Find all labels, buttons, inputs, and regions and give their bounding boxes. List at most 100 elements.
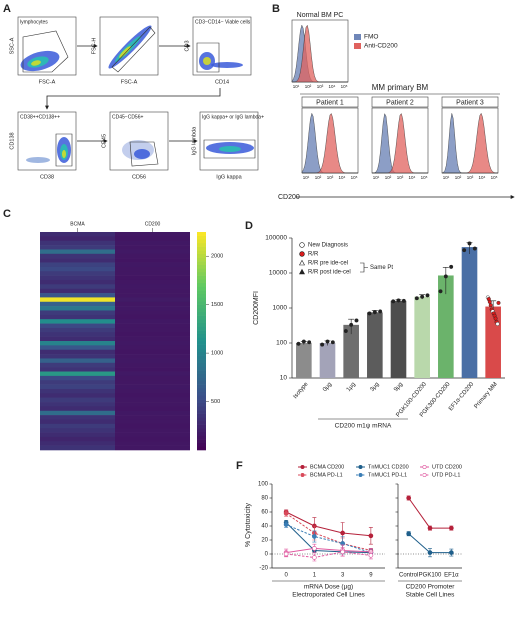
x-tick-label: 10⁵: [351, 175, 358, 180]
x-tick-label: 10³: [327, 175, 334, 180]
x-tick-label: 9: [369, 573, 373, 579]
heatmap-cell: [40, 301, 115, 307]
heatmap-cell: [40, 232, 115, 237]
x-tick-label: 10³: [317, 84, 324, 89]
data-point: [340, 549, 345, 555]
data-point: [438, 289, 443, 294]
x-tick-label: 10⁴: [339, 175, 346, 180]
gate-title: CD38++CD138++: [20, 114, 60, 120]
data-point: [427, 525, 433, 531]
colorbar-segment: [197, 232, 206, 236]
colorbar-segment: [197, 362, 206, 367]
x-axis-label: Stable Cell Lines: [406, 592, 456, 599]
colorbar-segment: [197, 282, 206, 287]
colorbar-segment: [197, 431, 206, 436]
data-point: [330, 340, 335, 345]
heatmap-cell: [115, 436, 190, 442]
gate-title: CD3−CD14− Viable cells: [195, 19, 251, 25]
colorbar-segment: [197, 435, 206, 440]
legend-marker: [298, 259, 306, 266]
x-tick-label: 10²: [305, 84, 312, 89]
gate: [196, 42, 220, 73]
colorbar-segment: [197, 304, 206, 309]
heatmap-cell: [115, 341, 190, 346]
legend-marker: [299, 242, 305, 248]
heatmap-cell: [40, 423, 115, 429]
patient-header: [441, 96, 499, 108]
data-point: [420, 294, 425, 299]
heatmap-cell: [115, 406, 190, 412]
heatmap-cell: [40, 432, 115, 438]
heatmap-cell: [40, 362, 115, 368]
x-tick-label: 1: [313, 573, 317, 579]
colorbar-segment: [197, 442, 206, 447]
bar: [367, 312, 383, 378]
heatmap-cell: [40, 236, 115, 242]
x-tick-label: 10³: [397, 175, 404, 180]
data-point: [283, 551, 289, 557]
colorbar-segment: [197, 268, 206, 273]
colorbar-segment: [197, 337, 206, 342]
patient-label: Patient 3: [456, 99, 484, 106]
heatmap-cell: [115, 432, 190, 438]
axis-label: CD200: [278, 194, 300, 201]
legend-marker: [358, 464, 363, 469]
data-point: [406, 531, 412, 537]
y-tick-label: 60: [261, 510, 268, 516]
data-point: [496, 300, 501, 305]
heatmap-cell: [40, 271, 115, 276]
heatmap-cell: [115, 262, 190, 268]
colorbar-segment: [197, 301, 206, 305]
heatmap-cell: [115, 423, 190, 429]
colorbar-segment: [197, 351, 206, 356]
heatmap-cell: [115, 415, 190, 420]
data-point: [283, 522, 289, 527]
group-label: CD200 m1ψ mRNA: [335, 423, 392, 430]
data-point: [448, 525, 454, 531]
heatmap-cell: [40, 402, 115, 407]
heatmap-cell: [115, 266, 190, 272]
legend-marker: [358, 472, 363, 477]
panel-letter: B: [272, 3, 280, 15]
y-tick-label: 1000: [273, 305, 288, 312]
y-axis-label: CD138: [9, 132, 15, 149]
heatmap-cell: [40, 445, 115, 451]
legend-marker: [298, 268, 306, 275]
x-axis-label: CD14: [215, 79, 229, 85]
colorbar-segment: [197, 395, 206, 400]
data-point: [296, 341, 301, 346]
x-axis-label: FSC-A: [39, 79, 56, 85]
x-axis-label: CD38: [40, 174, 54, 180]
heatmap-cell: [115, 275, 190, 281]
panel-letter: F: [236, 460, 243, 472]
density-blob: [203, 57, 211, 65]
gate: [111, 26, 156, 73]
column-label: CD200: [145, 221, 161, 227]
legend-label: BCMA PD-L1: [310, 472, 343, 478]
heatmap-cell: [115, 323, 190, 329]
colorbar-segment: [197, 402, 206, 407]
colorbar-segment: [197, 297, 206, 302]
colorbar-segment: [197, 446, 206, 451]
colorbar-segment: [197, 366, 206, 371]
heatmap-cell: [40, 354, 115, 359]
x-axis-label: Electroporated Cell Lines: [292, 592, 365, 599]
heatmap-cell: [115, 319, 190, 324]
legend-label: BCMA CD200: [310, 464, 344, 470]
heatmap-cell: [40, 323, 115, 329]
data-point: [378, 309, 383, 314]
y-tick-label: 10000: [269, 270, 287, 277]
data-point: [448, 550, 454, 555]
colorbar-segment: [197, 271, 206, 276]
data-point: [396, 298, 401, 303]
y-axis-label: % Cytotoxicity: [245, 503, 252, 547]
density-blob: [62, 150, 66, 158]
heatmap-cell: [40, 380, 115, 385]
y-tick-label: 40: [261, 524, 268, 530]
x-tick-label: 1µg: [346, 381, 357, 393]
y-tick-label: 80: [261, 496, 268, 502]
heatmap-cell: [115, 371, 190, 377]
column-label: BCMA: [70, 221, 85, 227]
x-tick-label: 10⁴: [329, 84, 336, 89]
